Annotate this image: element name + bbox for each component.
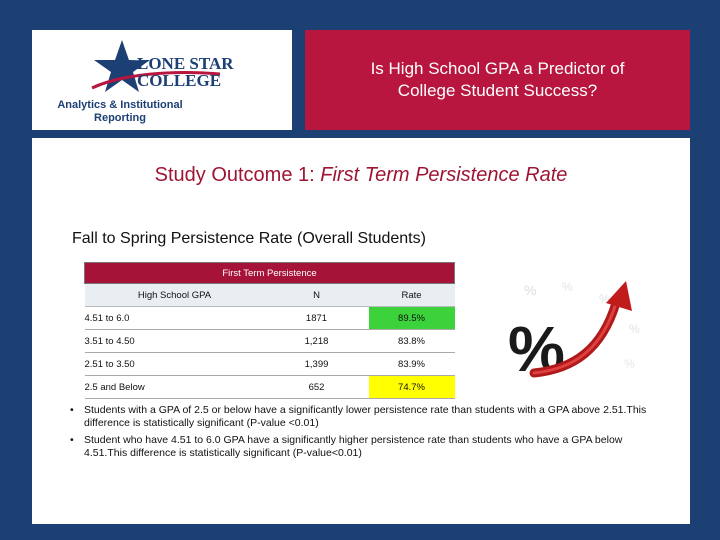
persistence-table: First Term Persistence High School GPA N… <box>84 262 455 399</box>
logo-name-line1: LONE STAR <box>137 54 234 73</box>
gpa-cell: 3.51 to 4.50 <box>84 329 265 353</box>
table-band-row: First Term Persistence <box>84 262 455 284</box>
finding-text: Student who have 4.51 to 6.0 GPA have a … <box>84 434 623 459</box>
table-header-row: High School GPA N Rate <box>84 283 455 307</box>
bullet-icon: • <box>70 434 74 446</box>
column-header-gpa: High School GPA <box>84 283 265 307</box>
table-band-title: First Term Persistence <box>84 262 455 284</box>
bullet-icon: • <box>70 404 74 416</box>
gpa-cell: 2.51 to 3.50 <box>84 352 265 376</box>
n-cell: 1,218 <box>264 329 369 353</box>
slide-header-title: Is High School GPA a Predictor of Colleg… <box>305 30 690 130</box>
column-header-n: N <box>264 283 369 307</box>
percent-growth-arrow-icon: % % % % % % <box>508 280 640 383</box>
study-title-prefix: Study Outcome 1: <box>154 164 321 186</box>
column-header-rate: Rate <box>368 283 455 307</box>
logo-dept-line2: Reporting <box>94 112 146 124</box>
persistence-subheading: Fall to Spring Persistence Rate (Overall… <box>72 230 426 247</box>
svg-text:%: % <box>629 322 640 336</box>
study-title-italic: First Term Persistence Rate <box>320 164 568 186</box>
n-cell: 1871 <box>264 306 369 330</box>
content-panel: Study Outcome 1: First Term Persistence … <box>32 138 690 524</box>
study-outcome-title: Study Outcome 1: First Term Persistence … <box>32 164 690 187</box>
logo-name-line2: COLLEGE <box>137 71 221 90</box>
rate-cell: 83.8% <box>368 329 455 353</box>
finding-text: Students with a GPA of 2.5 or below have… <box>84 404 647 429</box>
n-cell: 652 <box>264 375 369 399</box>
table-row: 2.51 to 3.50 1,399 83.9% <box>84 352 455 376</box>
table-row: 2.5 and Below 652 74.7% <box>84 375 455 399</box>
logo-dept-line1: Analytics & Institutional <box>57 99 182 111</box>
findings-list: • Students with a GPA of 2.5 or below ha… <box>70 404 660 464</box>
header-title-line-2: College Student Success? <box>397 81 598 100</box>
college-logo: LONE STAR COLLEGE Analytics & Institutio… <box>32 30 292 130</box>
rate-cell-highlight-yellow: 74.7% <box>368 375 455 399</box>
gpa-cell: 2.5 and Below <box>84 375 265 399</box>
rate-cell: 83.9% <box>368 352 455 376</box>
table-row: 3.51 to 4.50 1,218 83.8% <box>84 329 455 353</box>
n-cell: 1,399 <box>264 352 369 376</box>
rate-cell-highlight-green: 89.5% <box>368 306 455 330</box>
table-row: 4.51 to 6.0 1871 89.5% <box>84 306 455 330</box>
gpa-cell: 4.51 to 6.0 <box>84 306 265 330</box>
svg-text:%: % <box>599 292 610 306</box>
lone-star-logo-icon: LONE STAR COLLEGE Analytics & Institutio… <box>57 40 234 124</box>
svg-text:%: % <box>624 357 635 371</box>
svg-text:%: % <box>562 280 573 294</box>
header-title-line-1: Is High School GPA a Predictor of <box>370 59 625 78</box>
list-item: • Student who have 4.51 to 6.0 GPA have … <box>70 434 660 460</box>
list-item: • Students with a GPA of 2.5 or below ha… <box>70 404 660 430</box>
svg-text:%: % <box>524 282 536 298</box>
